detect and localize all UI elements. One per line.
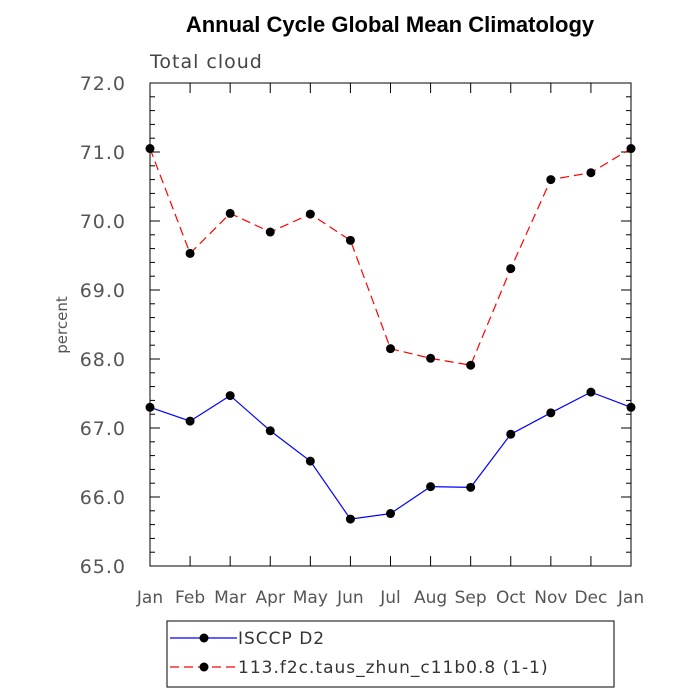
y-tick-label: 69.0 — [80, 280, 126, 302]
y-tick-label: 71.0 — [80, 142, 126, 164]
axis-ticks — [149, 82, 632, 567]
y-tick-label: 72.0 — [80, 73, 126, 95]
x-tick-label: Mar — [214, 588, 246, 608]
legend-box — [166, 620, 615, 688]
y-tick-label: 70.0 — [80, 211, 126, 233]
series-point — [386, 509, 395, 519]
series-point — [386, 344, 395, 354]
x-tick-label: Oct — [496, 588, 526, 608]
chart-subtitle: Total cloud — [149, 51, 263, 73]
plot-frame — [149, 82, 632, 567]
x-tick-label: Sep — [455, 588, 487, 608]
x-tick-label: Feb — [175, 588, 205, 608]
series-point — [305, 456, 315, 466]
series-layer — [145, 144, 636, 524]
legend-entry-label: 113.f2c.taus_zhun_c11b0.8 (1-1) — [238, 658, 549, 678]
series-line — [149, 148, 632, 366]
series-point — [466, 482, 476, 492]
series-1 — [145, 387, 636, 524]
series-2 — [145, 144, 636, 370]
legend-entry-label: ISCCP D2 — [238, 629, 325, 649]
y-tick-label: 67.0 — [80, 418, 126, 440]
series-point — [426, 482, 436, 492]
legend: ISCCP D2 113.f2c.taus_zhun_c11b0.8 (1-1) — [166, 620, 615, 688]
x-tick-labels: Jan Feb Mar Apr May Jun Jul Aug Sep Oct Nov Dec Jan — [136, 588, 644, 608]
series-point — [185, 416, 195, 426]
series-point — [265, 227, 275, 237]
series-point — [506, 429, 516, 439]
series-point — [426, 353, 436, 363]
series-point — [185, 248, 195, 258]
x-tick-label: Dec — [574, 588, 607, 608]
y-tick-label: 68.0 — [80, 349, 126, 371]
x-tick-label: May — [293, 588, 328, 608]
series-point — [586, 387, 596, 397]
series-point — [225, 391, 235, 401]
x-tick-label: Nov — [534, 588, 567, 608]
chart-title: Annual Cycle Global Mean Climatology — [186, 12, 595, 37]
series-line — [149, 391, 632, 520]
series-point — [506, 264, 516, 274]
x-tick-label: Jun — [336, 588, 364, 608]
x-tick-label: Jul — [379, 588, 401, 608]
y-tick-label: 66.0 — [80, 487, 126, 509]
legend-swatch-marker — [199, 662, 209, 672]
series-point — [345, 514, 355, 524]
x-tick-label: Aug — [414, 588, 447, 608]
series-point — [546, 408, 556, 418]
y-tick-labels: 65.0 66.0 67.0 68.0 69.0 70.0 71.0 72.0 — [80, 73, 126, 578]
series-point — [546, 175, 556, 185]
series-point — [225, 208, 235, 218]
series-point — [265, 426, 275, 436]
series-point — [305, 209, 315, 219]
series-point — [586, 168, 596, 178]
y-axis-label: percent — [53, 296, 71, 354]
x-tick-label: Jan — [136, 588, 163, 608]
x-tick-label: Jan — [617, 588, 644, 608]
x-tick-label: Apr — [256, 588, 285, 608]
series-point — [345, 235, 355, 245]
series-point — [466, 360, 476, 370]
y-tick-label: 65.0 — [80, 556, 126, 578]
legend-swatch-marker — [199, 633, 209, 643]
